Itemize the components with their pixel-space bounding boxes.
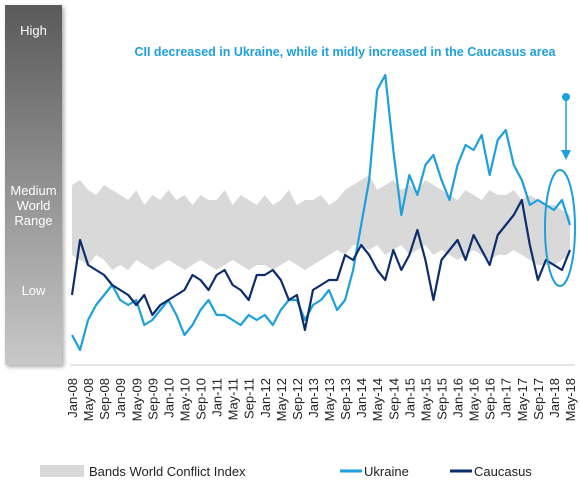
x-tick-label: Jan-17 bbox=[499, 378, 514, 418]
x-tick-label: May-11 bbox=[226, 378, 241, 420]
scale-label: Medium World Range bbox=[10, 183, 57, 228]
x-tick-label: May-16 bbox=[467, 378, 482, 421]
scale-bar: High Medium World Range Low bbox=[5, 5, 62, 365]
x-tick-label: Jan-08 bbox=[65, 378, 80, 418]
x-tick-label: Sep-15 bbox=[434, 378, 449, 420]
x-tick-label: May-13 bbox=[322, 378, 337, 421]
x-tick-label: May-17 bbox=[515, 378, 530, 421]
line bbox=[70, 198, 572, 332]
legend-swatch bbox=[40, 465, 84, 477]
x-tick-label: Sep-09 bbox=[145, 378, 160, 420]
x-tick-label: Jan-09 bbox=[113, 378, 128, 418]
line bbox=[71, 73, 572, 352]
x-tick-label: May-14 bbox=[370, 378, 385, 421]
x-tick-label: Jan-13 bbox=[306, 378, 321, 418]
x-tick-label: Sep-11 bbox=[242, 378, 257, 419]
x-tick-label: Jan-14 bbox=[354, 378, 369, 418]
annotation: CII decreased in Ukraine, while it midly… bbox=[134, 45, 556, 59]
x-tick-label: Sep-17 bbox=[531, 378, 546, 420]
x-tick-label: May-12 bbox=[274, 378, 289, 421]
band-area bbox=[72, 175, 570, 270]
scale-label: Low bbox=[21, 283, 46, 298]
x-tick-label: Sep-13 bbox=[338, 378, 353, 420]
x-tick-label: Sep-08 bbox=[97, 378, 112, 420]
x-tick-label: Sep-12 bbox=[290, 378, 305, 420]
x-tick-label: Jan-11 bbox=[210, 378, 225, 417]
x-tick-label: Jan-10 bbox=[161, 378, 176, 418]
x-tick-label: May-08 bbox=[81, 378, 96, 421]
legend-label: Caucasus bbox=[474, 464, 532, 479]
x-tick-label: Sep-16 bbox=[483, 378, 498, 420]
x-tick-label: Sep-10 bbox=[194, 378, 209, 420]
x-tick-label: Jan-12 bbox=[258, 378, 273, 418]
x-tick-label: May-15 bbox=[418, 378, 433, 421]
x-tick-label: Sep-14 bbox=[386, 378, 401, 420]
legend-label: Ukraine bbox=[364, 464, 409, 479]
callout-arrowhead bbox=[561, 150, 571, 160]
x-tick-label: Jan-18 bbox=[547, 378, 562, 418]
x-tick-label: Jan-16 bbox=[451, 378, 466, 418]
x-tick-label: May-10 bbox=[177, 378, 192, 421]
callout-ring bbox=[544, 169, 576, 287]
x-tick-label: May-09 bbox=[129, 378, 144, 421]
x-tick-label: Jan-15 bbox=[402, 378, 417, 418]
legend-label: Bands World Conflict Index bbox=[89, 464, 246, 479]
scale-label: High bbox=[20, 23, 47, 38]
x-tick-label: May-18 bbox=[563, 378, 578, 421]
